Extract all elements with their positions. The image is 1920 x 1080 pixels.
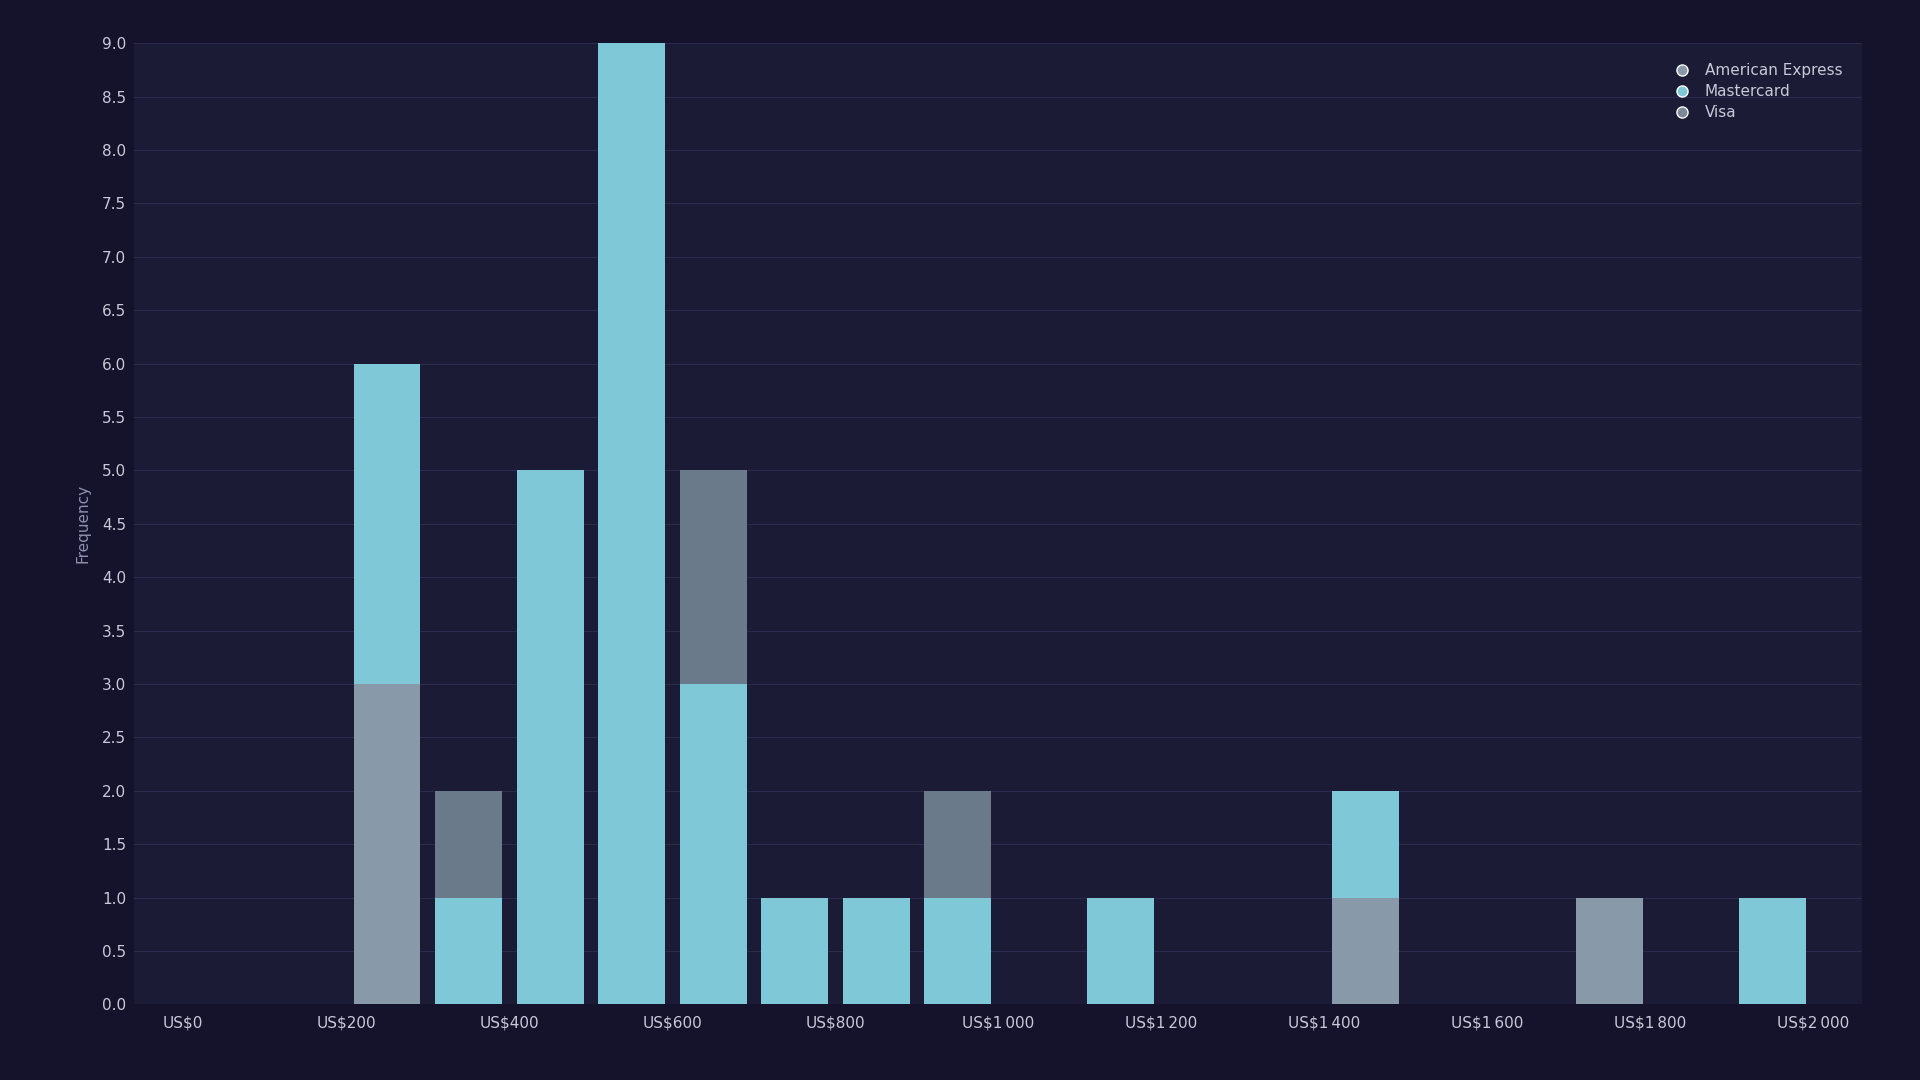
Bar — [436, 897, 501, 1004]
Bar — [1332, 791, 1398, 897]
Bar — [924, 791, 991, 897]
Bar — [353, 364, 420, 684]
Bar — [680, 471, 747, 684]
Legend: American Express, Mastercard, Visa: American Express, Mastercard, Visa — [1655, 51, 1855, 133]
Bar — [1332, 897, 1398, 1004]
Bar — [599, 43, 664, 1004]
Bar — [680, 684, 747, 1004]
Bar — [760, 897, 828, 1004]
Bar — [516, 471, 584, 1004]
Bar — [1576, 897, 1644, 1004]
Bar — [924, 897, 991, 1004]
Bar — [353, 684, 420, 1004]
Y-axis label: Frequency: Frequency — [75, 484, 90, 564]
Bar — [436, 791, 501, 897]
Bar — [843, 897, 910, 1004]
Bar — [1740, 897, 1807, 1004]
Bar — [1087, 897, 1154, 1004]
